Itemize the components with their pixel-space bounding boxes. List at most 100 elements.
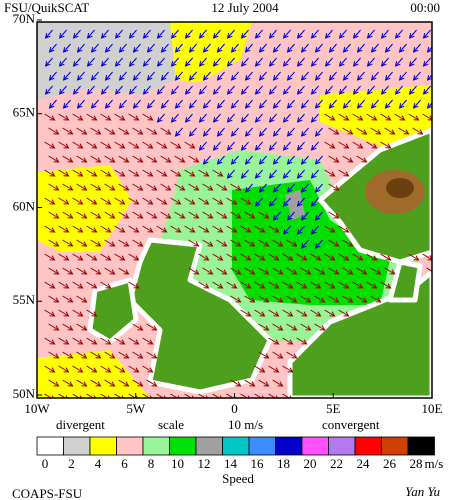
arrow-head bbox=[413, 255, 420, 261]
wind-arrow-convergent bbox=[198, 253, 210, 261]
arrow-head bbox=[361, 297, 368, 303]
wind-arrow-convergent bbox=[104, 155, 116, 163]
arrow-shaft bbox=[104, 239, 115, 247]
arrow-shaft bbox=[283, 57, 291, 67]
arrow-shaft bbox=[114, 225, 125, 233]
arrow-head bbox=[217, 255, 224, 261]
wind-arrow-divergent bbox=[174, 99, 183, 109]
arrow-head bbox=[105, 339, 112, 345]
wind-arrow-divergent bbox=[328, 99, 337, 109]
arrow-head bbox=[254, 173, 261, 179]
arrow-head bbox=[259, 367, 266, 373]
arrow-head bbox=[53, 269, 60, 275]
arrow-shaft bbox=[44, 393, 53, 398]
arrow-head bbox=[81, 325, 88, 331]
wind-arrow-convergent bbox=[258, 211, 270, 219]
arrow-head bbox=[399, 115, 406, 121]
arrow-shaft bbox=[170, 197, 181, 205]
map bbox=[37, 22, 432, 398]
wind-arrow-divergent bbox=[156, 113, 165, 123]
arrow-head bbox=[329, 143, 336, 149]
wind-arrow-divergent bbox=[258, 155, 267, 165]
arrow-shaft bbox=[311, 29, 319, 39]
arrow-head bbox=[268, 173, 275, 179]
arrow-shaft bbox=[72, 169, 83, 177]
wind-arrow-divergent bbox=[268, 169, 277, 179]
arrow-head bbox=[375, 269, 382, 275]
arrow-shaft bbox=[105, 99, 113, 109]
arrow-head bbox=[123, 213, 130, 219]
arrow-head bbox=[338, 89, 345, 95]
arrow-shaft bbox=[297, 113, 305, 123]
arrow-head bbox=[231, 255, 238, 261]
wind-arrow-convergent bbox=[156, 225, 168, 233]
wind-arrow-convergent bbox=[254, 281, 266, 289]
arrow-head bbox=[177, 395, 180, 398]
arrow-head bbox=[95, 185, 102, 191]
arrow-shaft bbox=[231, 99, 239, 109]
wind-arrow-divergent bbox=[244, 99, 253, 109]
wind-arrow-divergent bbox=[114, 85, 123, 95]
arrow-head bbox=[286, 47, 293, 53]
arrow-shaft bbox=[343, 71, 351, 81]
wind-arrow-convergent bbox=[370, 127, 382, 135]
arrow-shaft bbox=[114, 337, 125, 345]
arrow-shaft bbox=[160, 211, 171, 219]
wind-arrow-convergent bbox=[128, 141, 140, 149]
arrow-head bbox=[62, 47, 69, 53]
wind-arrow-divergent bbox=[86, 57, 95, 67]
wind-arrow-convergent bbox=[188, 267, 200, 275]
arrow-head bbox=[422, 89, 429, 95]
wind-arrow-divergent bbox=[254, 85, 263, 95]
arrow-head bbox=[109, 381, 116, 387]
wind-arrow-divergent bbox=[380, 57, 389, 67]
wind-arrow-convergent bbox=[160, 127, 172, 135]
arrow-shaft bbox=[259, 71, 267, 81]
wind-arrow-convergent bbox=[258, 351, 270, 359]
arrow-shaft bbox=[198, 197, 209, 205]
wind-arrow-divergent bbox=[156, 85, 165, 95]
wind-arrow-divergent bbox=[352, 29, 361, 39]
arrow-shaft bbox=[367, 57, 375, 67]
arrow-shaft bbox=[342, 127, 353, 135]
arrow-head bbox=[315, 255, 322, 261]
arrow-head bbox=[268, 201, 275, 207]
arrow-shaft bbox=[184, 393, 193, 398]
arrow-shaft bbox=[296, 253, 307, 261]
wind-arrow-convergent bbox=[86, 141, 98, 149]
arrow-head bbox=[235, 381, 242, 387]
wind-arrow-divergent bbox=[310, 169, 319, 179]
arrow-head bbox=[268, 145, 275, 151]
wind-arrow-convergent bbox=[104, 211, 116, 219]
arrow-shaft bbox=[269, 57, 277, 67]
arrow-head bbox=[356, 47, 363, 53]
wind-arrow-divergent bbox=[384, 71, 393, 81]
arrow-head bbox=[156, 117, 163, 123]
arrow-head bbox=[202, 159, 209, 165]
arrow-shaft bbox=[142, 393, 151, 398]
arrow-shaft bbox=[241, 141, 249, 151]
arrow-shaft bbox=[339, 85, 347, 95]
wind-arrow-convergent bbox=[314, 323, 326, 331]
arrow-head bbox=[417, 129, 424, 135]
arrow-shaft bbox=[100, 113, 111, 121]
wind-arrow-convergent bbox=[118, 379, 130, 387]
wind-arrow-convergent bbox=[104, 379, 116, 387]
arrow-head bbox=[165, 213, 172, 219]
arrow-shaft bbox=[254, 365, 265, 373]
arrow-shaft bbox=[189, 99, 197, 109]
arrow-head bbox=[151, 213, 158, 219]
wind-arrow-convergent bbox=[184, 197, 196, 205]
arrow-head bbox=[231, 283, 238, 289]
arrow-shaft bbox=[129, 29, 137, 39]
arrow-head bbox=[67, 157, 74, 163]
arrow-shaft bbox=[356, 127, 367, 135]
arrow-head bbox=[347, 129, 354, 135]
wind-arrow-convergent bbox=[118, 183, 130, 191]
arrow-head bbox=[282, 89, 289, 95]
wind-arrow-convergent bbox=[272, 239, 284, 247]
wind-arrow-convergent bbox=[338, 253, 350, 261]
arrow-shaft bbox=[59, 57, 67, 67]
arrow-head bbox=[133, 339, 140, 345]
arrow-shaft bbox=[199, 141, 207, 151]
